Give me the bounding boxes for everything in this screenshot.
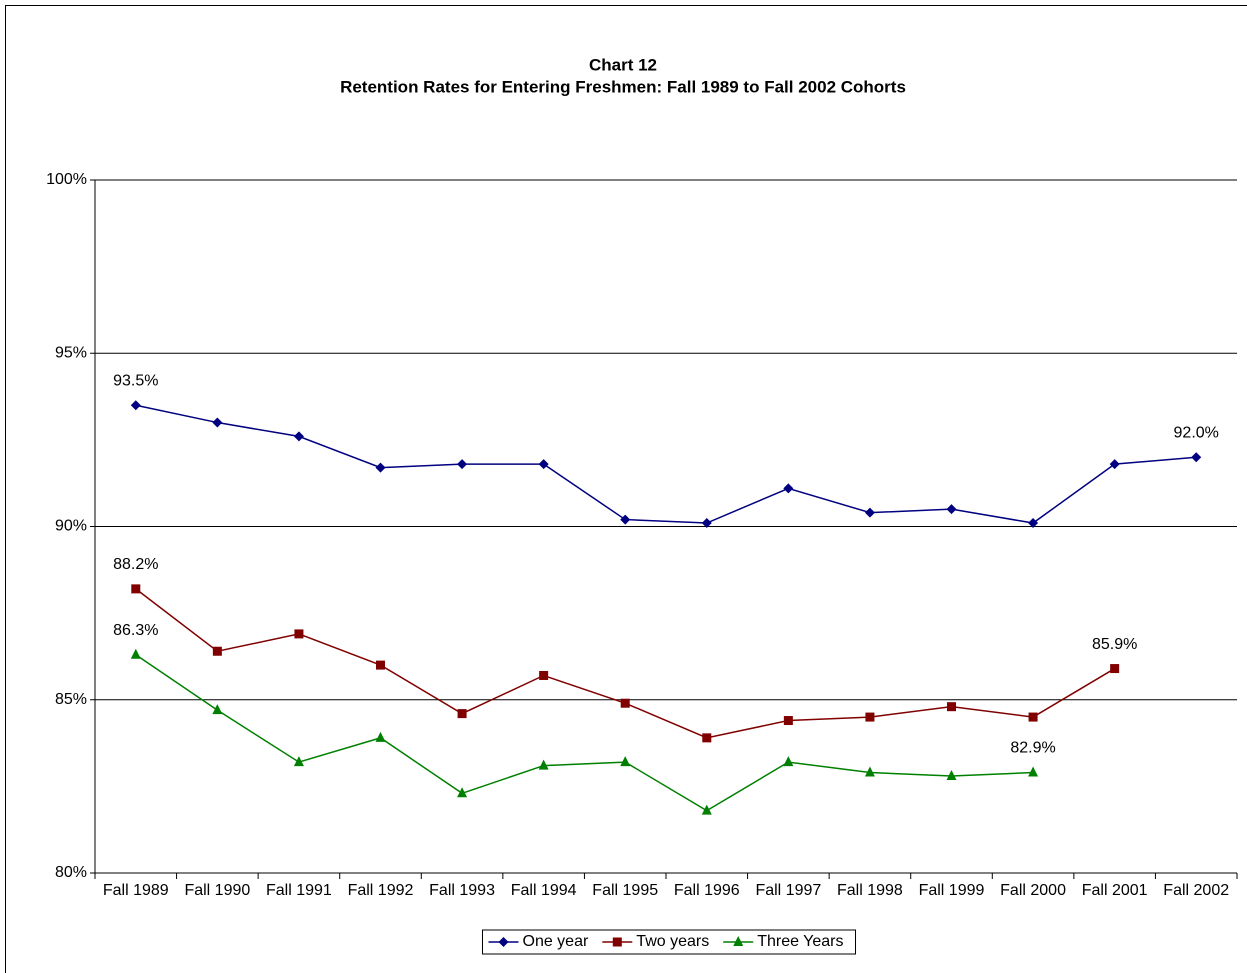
data-point: [1028, 518, 1039, 529]
data-point: [212, 704, 223, 715]
x-tick-label: Fall 2001: [1082, 882, 1148, 899]
data-point: [375, 731, 386, 742]
data-point: [1028, 766, 1039, 777]
legend-item: Two years: [602, 933, 709, 950]
data-point: [294, 629, 304, 639]
chart-subtitle: Retention Rates for Entering Freshmen: F…: [340, 77, 906, 96]
data-point: [620, 756, 631, 767]
data-label: 82.9%: [1010, 740, 1055, 757]
series-line: [135, 588, 1116, 739]
data-point: [702, 733, 712, 743]
data-point: [376, 660, 385, 670]
data-point: [783, 483, 794, 494]
data-label: 93.5%: [113, 372, 158, 389]
x-tick-label: Fall 1992: [348, 882, 414, 899]
legend: One year Two years Three Years: [481, 929, 857, 955]
x-tick-label: Fall 2002: [1163, 882, 1229, 899]
data-point: [865, 712, 875, 722]
data-point: [375, 462, 386, 473]
legend-box: [481, 929, 857, 955]
marker: [612, 937, 622, 947]
data-point: [701, 804, 712, 815]
data-point: [457, 459, 468, 470]
y-tick-label: 95%: [55, 344, 87, 361]
data-point: [130, 400, 141, 411]
data-point: [457, 787, 468, 798]
y-tick-label: 100%: [46, 171, 87, 188]
data-point: [1028, 712, 1038, 722]
data-point: [946, 504, 957, 515]
series-line: [135, 404, 1197, 524]
data-point: [1110, 664, 1120, 674]
x-tick-label: Fall 1989: [103, 882, 169, 899]
data-point: [947, 702, 956, 712]
data-point: [1191, 452, 1202, 463]
y-tick-label: 85%: [55, 691, 87, 708]
data-label: 88.2%: [113, 556, 158, 573]
x-tick-label: Fall 1995: [592, 882, 658, 899]
marker: [733, 936, 744, 946]
x-tick-label: Fall 1991: [266, 882, 332, 899]
data-point: [212, 646, 222, 656]
data-point: [538, 459, 549, 470]
marker: [498, 937, 509, 947]
data-point: [130, 648, 141, 659]
data-point: [783, 716, 793, 726]
chart-title: Chart 12: [589, 55, 657, 74]
data-point: [293, 431, 304, 442]
series-line: [135, 654, 1034, 812]
data-point: [1109, 459, 1120, 470]
data-label: 86.3%: [113, 622, 158, 639]
legend-item: One year: [488, 933, 589, 950]
data-point: [457, 709, 467, 719]
data-point: [620, 698, 630, 708]
legend-label: One year: [522, 933, 588, 950]
data-point: [131, 584, 141, 594]
x-tick-label: Fall 1997: [755, 882, 821, 899]
chart-border: [5, 5, 1247, 973]
data-point: [293, 756, 304, 767]
y-tick-label: 90%: [55, 518, 87, 535]
data-label: 92.0%: [1174, 424, 1219, 441]
x-tick-label: Fall 1994: [511, 882, 577, 899]
data-point: [701, 518, 712, 529]
data-point: [538, 759, 549, 770]
x-tick-label: Fall 1990: [184, 882, 250, 899]
data-point: [864, 507, 875, 518]
x-tick-label: Fall 1996: [674, 882, 740, 899]
data-point: [539, 670, 549, 680]
legend-label: Two years: [636, 933, 709, 950]
data-point: [946, 769, 957, 780]
x-tick-label: Fall 1998: [837, 882, 903, 899]
data-point: [212, 417, 223, 428]
data-point: [620, 514, 631, 525]
data-point: [864, 766, 875, 777]
legend-item: Three Years: [723, 933, 844, 950]
y-tick-label: 80%: [55, 864, 87, 881]
data-label: 85.9%: [1092, 636, 1137, 653]
legend-label: Three Years: [757, 933, 843, 950]
x-tick-label: Fall 1999: [919, 882, 985, 899]
x-tick-label: Fall 1993: [429, 882, 495, 899]
x-tick-label: Fall 2000: [1000, 882, 1066, 899]
data-point: [783, 756, 794, 767]
